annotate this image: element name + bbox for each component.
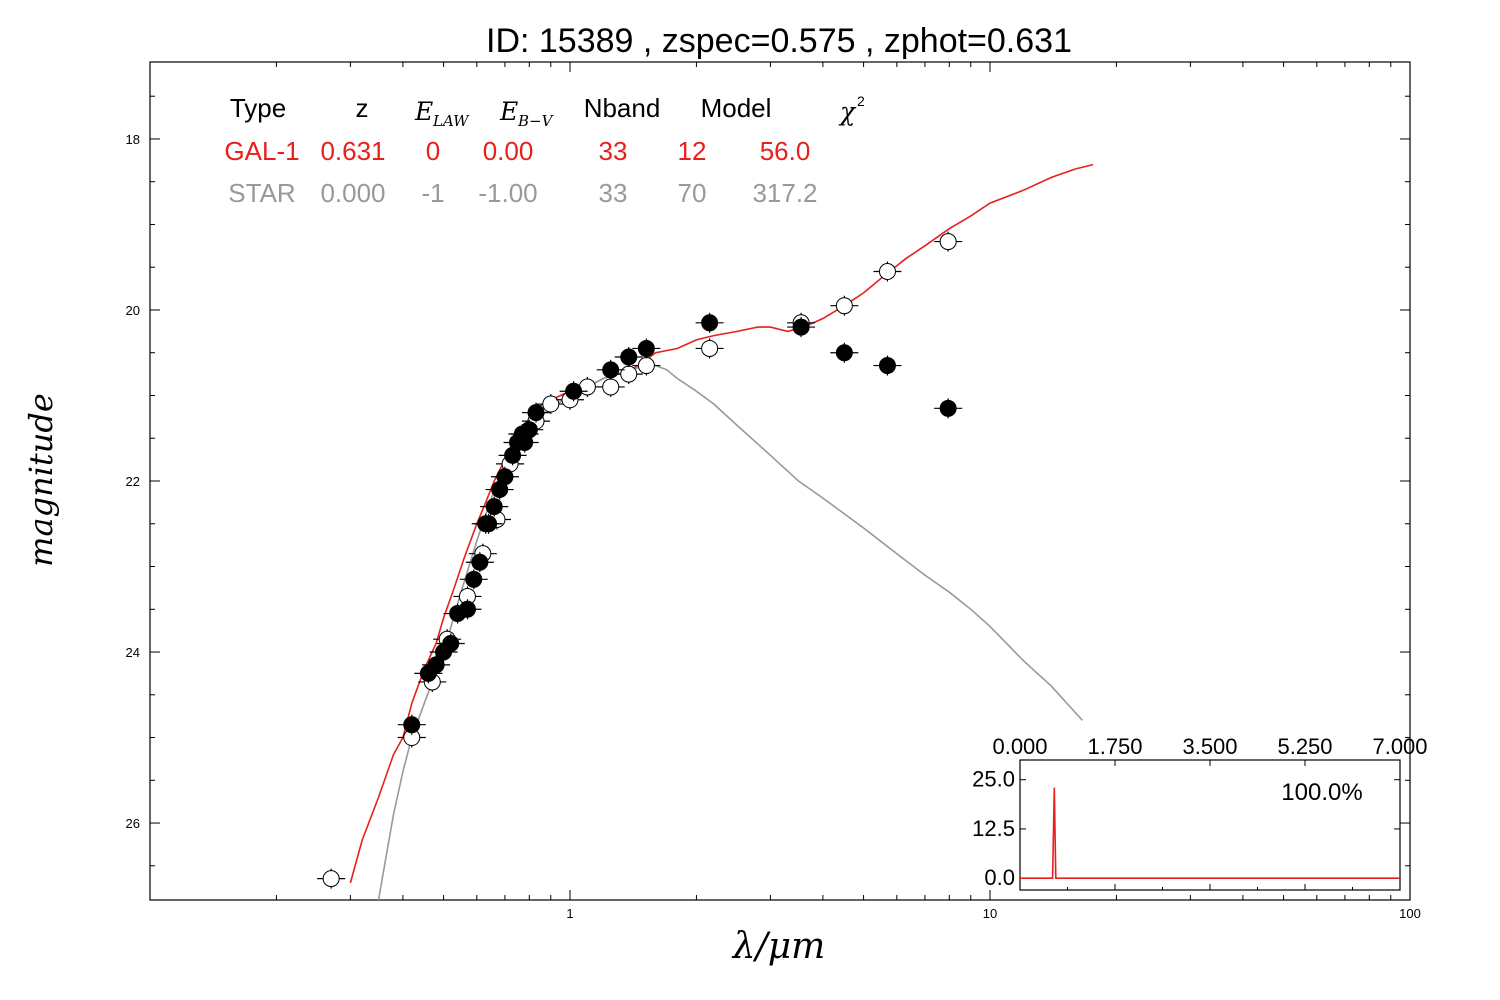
- observed-point: [480, 515, 498, 533]
- inset-x-tick-label: 1.750: [1087, 734, 1142, 759]
- legend-header: z: [356, 93, 369, 123]
- y-tick-label: 20: [126, 303, 140, 318]
- inset-y-tick-label: 25.0: [972, 767, 1015, 792]
- observed-point: [792, 318, 810, 336]
- legend-cell-gal: 12: [678, 136, 707, 166]
- legend-cell-star: 317.2: [752, 178, 817, 208]
- inset-x-tick-label: 3.500: [1182, 734, 1237, 759]
- inset-pdz-plot: 0.000 1.750 3.500 5.250 7.000 25.0 12.5 0.0 100.…: [972, 734, 1428, 891]
- plot-clip-group: [317, 163, 1094, 900]
- legend-header: χ: [838, 97, 857, 126]
- legend-cell-gal: 0.00: [483, 136, 534, 166]
- observed-point: [465, 570, 483, 588]
- observed-point: [471, 553, 489, 571]
- observed-point: [620, 348, 638, 366]
- legend-cell-gal: 56.0: [760, 136, 811, 166]
- observed-point: [527, 404, 545, 422]
- legend-header: Nband: [584, 93, 661, 123]
- inset-x-tick-label: 5.250: [1277, 734, 1332, 759]
- legend-cell-gal: GAL-1: [224, 136, 299, 166]
- inset-y-tick-label: 0.0: [984, 865, 1015, 890]
- observed-point: [939, 399, 957, 417]
- y-tick-label: 26: [126, 816, 140, 831]
- x-tick-label: 100: [1399, 906, 1421, 921]
- model-point: [542, 395, 560, 413]
- model-point: [602, 378, 620, 396]
- y-tick-label: 18: [126, 132, 140, 147]
- observed-point: [835, 344, 853, 362]
- y-axis-label: magnitude: [22, 393, 60, 567]
- model-point: [322, 870, 340, 888]
- legend-header-subscript: LAW: [432, 112, 470, 130]
- observed-point: [403, 716, 421, 734]
- plot-series: [317, 163, 1094, 900]
- y-tick-label: 24: [126, 645, 140, 660]
- chart-title: ID: 15389 , zspec=0.575 , zphot=0.631: [486, 22, 1072, 60]
- observed-point: [878, 357, 896, 375]
- legend-cell-gal: 0.631: [320, 136, 385, 166]
- legend-header: Model: [701, 93, 772, 123]
- legend-cell-star: 0.000: [320, 178, 385, 208]
- x-axis: 1 10 100: [149, 62, 1421, 921]
- inset-pdz-line: [1020, 787, 1400, 879]
- x-axis-label: λ/μm: [731, 926, 825, 967]
- model-point: [939, 233, 957, 251]
- observed-point: [496, 468, 514, 486]
- legend-cell-star: STAR: [228, 178, 295, 208]
- legend-header: Type: [230, 93, 286, 123]
- observed-point: [602, 361, 620, 379]
- x-tick-label: 10: [983, 906, 997, 921]
- observed-point: [701, 314, 719, 332]
- model-point: [835, 297, 853, 315]
- inset-annotation: 100.0%: [1281, 779, 1362, 806]
- observed-point: [520, 421, 538, 439]
- legend-cell-star: -1: [421, 178, 444, 208]
- observed-point: [637, 339, 655, 357]
- observed-point: [458, 600, 476, 618]
- legend-header-subscript: B−V: [517, 112, 555, 130]
- y-tick-label: 22: [126, 474, 140, 489]
- model-point: [878, 263, 896, 280]
- legend-cell-gal: 33: [599, 136, 628, 166]
- inset-x-tick-label: 0.000: [992, 734, 1047, 759]
- model-point: [701, 339, 719, 357]
- legend-header: E: [499, 97, 518, 126]
- legend-header: E: [414, 97, 433, 126]
- observed-point: [565, 382, 583, 400]
- model-point: [620, 365, 638, 383]
- observed-point: [442, 634, 460, 652]
- legend-cell-star: -1.00: [478, 178, 537, 208]
- legend-cell-gal: 0: [426, 136, 440, 166]
- observed-point: [427, 656, 445, 674]
- legend-header-superscript: 2: [857, 93, 865, 109]
- inset-y-tick-label: 12.5: [972, 816, 1015, 841]
- observed-point: [485, 498, 503, 516]
- legend-cell-star: 33: [599, 178, 628, 208]
- model-point: [637, 357, 655, 375]
- inset-x-tick-label: 7.000: [1372, 734, 1427, 759]
- legend-cell-star: 70: [678, 178, 707, 208]
- x-tick-label: 1: [566, 906, 573, 921]
